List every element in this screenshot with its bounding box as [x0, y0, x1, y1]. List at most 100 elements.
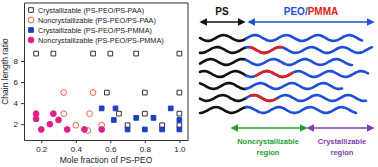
legend-marker: [29, 28, 34, 33]
y-tick-label: 6: [14, 78, 19, 87]
x-tick-label: 0.4: [71, 145, 83, 154]
x-tick: 0.8: [140, 140, 152, 154]
matrix-label: PEO/PMMA: [284, 6, 338, 17]
y-tick: 8: [14, 57, 24, 66]
chain-matrix: [246, 107, 356, 113]
legend-label: Noncrystallizable (PS-PEO/PS-PAA): [38, 16, 156, 25]
y-axis-title: Chain length ratio: [0, 38, 10, 105]
y-axis: 2 4 6 8: [14, 4, 25, 141]
y-tick-mark: [21, 103, 24, 104]
chain-block: [200, 71, 246, 77]
legend: Crystallizable (PS-PEO/PS-PAA)Noncrystal…: [28, 6, 164, 45]
chain-matrix: [246, 59, 352, 65]
y-tick-label: 8: [14, 57, 19, 66]
chain-matrix-minor: [250, 95, 276, 101]
legend-label: Crystallizable (PS-PEO/PS-PAA): [38, 6, 144, 15]
point: [34, 51, 39, 56]
dimension-arrow: [201, 21, 244, 23]
point: [99, 106, 104, 111]
point: [47, 121, 53, 127]
chain-block: [200, 35, 246, 41]
x-tick-mark: [76, 140, 77, 143]
chain-matrix-minor: [256, 71, 292, 77]
point: [64, 127, 70, 133]
legend-label: Crystallizable (PS-PEO/PS-PMMA): [38, 26, 152, 35]
point: [168, 106, 173, 111]
x-tick-label: 0.8: [140, 145, 152, 154]
series-2: [99, 106, 181, 132]
matrix-label-part: PEO: [284, 6, 305, 17]
y-tick-mark: [21, 124, 24, 125]
legend-marker: [28, 17, 34, 23]
y-tick: 2: [14, 120, 24, 129]
region-label: region: [257, 148, 280, 157]
dimension-arrow: [249, 21, 373, 23]
block-label: PS: [215, 6, 229, 17]
point: [50, 111, 56, 117]
x-tick-label: 0.2: [36, 145, 48, 154]
series-3: [33, 111, 104, 133]
point: [142, 90, 147, 95]
y-axis-line: [24, 4, 25, 141]
point: [38, 127, 44, 133]
chain-matrix: [246, 95, 366, 101]
x-tick: 1.0: [174, 140, 186, 154]
point: [105, 90, 110, 95]
chain-matrix-minor: [250, 47, 282, 53]
matrix-label-part: PMMA: [308, 6, 339, 17]
point: [134, 116, 139, 121]
point: [160, 127, 165, 132]
point: [134, 51, 139, 56]
series-0: [34, 51, 182, 127]
x-tick-mark: [110, 140, 111, 143]
series-1: [61, 90, 105, 134]
point: [61, 111, 67, 117]
point: [33, 116, 39, 122]
point: [99, 127, 105, 133]
y-tick: 4: [14, 99, 24, 108]
x-tick: 0.4: [71, 140, 83, 154]
y-tick-mark: [21, 61, 24, 62]
plot-frame: [24, 3, 188, 140]
point: [87, 111, 93, 117]
point: [142, 111, 147, 116]
plot-area: [33, 51, 182, 133]
point: [117, 111, 122, 116]
legend-marker: [28, 37, 34, 43]
y-tick-label: 4: [14, 99, 19, 108]
point: [177, 111, 182, 116]
point: [113, 106, 118, 111]
y-tick: 6: [14, 78, 24, 87]
point: [82, 127, 88, 133]
point: [56, 117, 62, 123]
point: [90, 90, 96, 96]
point: [108, 51, 113, 56]
diagram: PSPEO/PMMANoncrystallizableregionCrystal…: [200, 6, 373, 157]
chain-block: [200, 95, 246, 101]
y-tick-mark: [21, 82, 24, 83]
x-tick: 0.2: [36, 140, 48, 154]
x-tick-label: 1.0: [174, 145, 186, 154]
region-label: region: [331, 148, 354, 157]
figure: 0.20.40.60.81.02468Mole fraction of PS-P…: [0, 0, 378, 167]
x-tick-mark: [179, 140, 180, 143]
chain-block: [200, 83, 246, 89]
x-tick-label: 0.6: [105, 145, 117, 154]
x-tick-mark: [41, 140, 42, 143]
chain-matrix: [246, 83, 342, 89]
point: [177, 118, 182, 123]
chain-block: [200, 107, 246, 113]
x-axis: 0.2 0.4 0.6 0.8 1.0: [25, 140, 189, 154]
point: [91, 51, 96, 56]
chain-matrix: [246, 47, 372, 53]
legend-marker: [29, 8, 34, 13]
x-tick: 0.6: [105, 140, 117, 154]
point: [111, 118, 116, 123]
dimension-arrow: [308, 127, 373, 129]
point: [142, 127, 147, 132]
chain-matrix: [246, 35, 362, 41]
dimension-arrow: [232, 127, 306, 129]
point: [151, 116, 156, 121]
legend-label: Noncrystallizable (PS-PEO/PS-PMMA): [38, 36, 164, 45]
y-tick-label: 2: [14, 120, 19, 129]
